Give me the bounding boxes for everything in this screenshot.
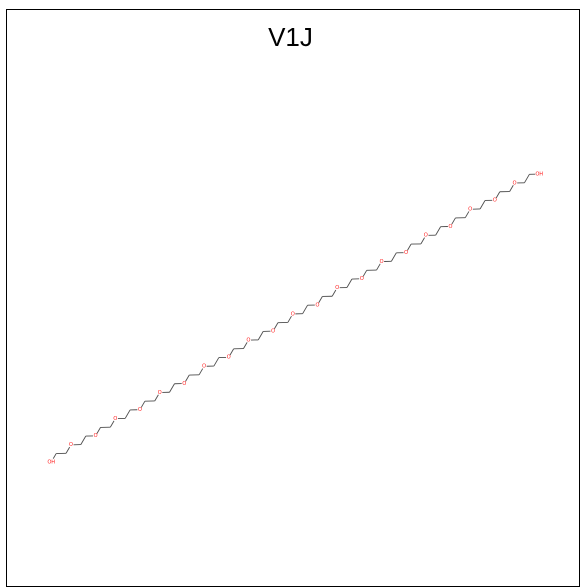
ether-oxygen-label: O xyxy=(493,198,497,204)
ether-oxygen-label: O xyxy=(94,433,98,439)
chain-bond xyxy=(390,252,397,262)
ether-oxygen-label: O xyxy=(513,180,517,186)
chain-bond xyxy=(169,383,175,393)
image-frame xyxy=(6,9,580,587)
ether-oxygen-label: O xyxy=(138,407,142,413)
chain-bond xyxy=(376,263,381,271)
chain-bond xyxy=(318,296,323,303)
chain-bond xyxy=(435,226,442,236)
ether-oxygen-label: O xyxy=(271,328,275,334)
ether-oxygen-label: O xyxy=(468,207,472,213)
chain-bond xyxy=(420,237,425,245)
ether-oxygen-label: O xyxy=(246,337,250,343)
ether-oxygen-label: O xyxy=(202,364,206,370)
chain-bond xyxy=(362,270,368,277)
ether-oxygen-label: O xyxy=(335,285,339,291)
hydroxyl-label: OH xyxy=(47,459,55,465)
molecule-title: V1J xyxy=(268,22,313,52)
chain-bond xyxy=(96,427,101,434)
chain-bond xyxy=(124,409,131,419)
chain-bond xyxy=(509,185,514,192)
chain-bond xyxy=(185,374,190,382)
chain-bond xyxy=(154,394,159,402)
ether-oxygen-label: O xyxy=(424,233,428,239)
chain-bond xyxy=(52,453,57,459)
chain-bond xyxy=(65,446,71,454)
chain-bond xyxy=(109,420,115,428)
chain-bond xyxy=(229,348,235,356)
ether-oxygen-label: O xyxy=(291,311,295,317)
hydroxyl-label: OH xyxy=(535,171,543,177)
chain-bond xyxy=(140,400,146,408)
chain-bond xyxy=(257,331,264,341)
ether-oxygen-label: O xyxy=(158,390,162,396)
ether-oxygen-label: O xyxy=(315,302,319,308)
chain-bond xyxy=(407,243,412,251)
chain-bond xyxy=(331,289,337,297)
ether-oxygen-label: O xyxy=(227,355,231,361)
chain-bond xyxy=(451,217,456,225)
chain-bond xyxy=(495,191,501,199)
chain-bond xyxy=(346,278,353,288)
chain-bond xyxy=(464,211,470,218)
chain-bond xyxy=(213,357,220,367)
ether-oxygen-label: O xyxy=(449,224,453,230)
chain-bond xyxy=(524,174,530,184)
ether-oxygen-label: O xyxy=(380,259,384,265)
chain-bond xyxy=(273,322,279,330)
chain-bond xyxy=(479,200,486,210)
ether-oxygen-label: O xyxy=(360,276,364,282)
ether-oxygen-label: O xyxy=(69,442,73,448)
chain-bond xyxy=(198,368,204,376)
ether-oxygen-label: O xyxy=(113,416,117,422)
ether-oxygen-label: O xyxy=(182,381,186,387)
ether-oxygen-label: O xyxy=(404,250,408,256)
chain-bond xyxy=(80,435,87,445)
chain-bond xyxy=(302,304,308,314)
chain-bond xyxy=(243,342,248,349)
chain-bond xyxy=(287,315,292,323)
